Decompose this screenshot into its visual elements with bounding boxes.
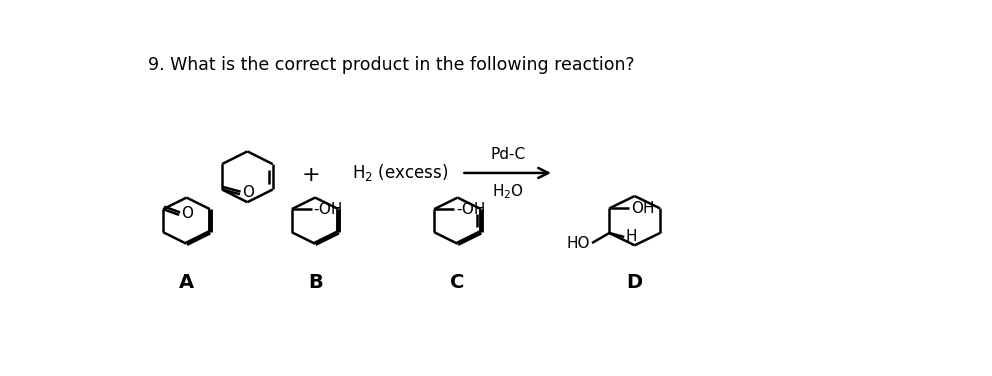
Text: H: H — [626, 229, 637, 244]
Text: -OH: -OH — [455, 202, 485, 217]
Text: +: + — [302, 165, 320, 185]
Text: 9. What is the correct product in the following reaction?: 9. What is the correct product in the fo… — [148, 56, 635, 74]
Text: D: D — [627, 273, 643, 292]
Text: HO: HO — [567, 235, 590, 250]
Text: Pd-C: Pd-C — [490, 147, 525, 162]
Text: A: A — [179, 273, 194, 292]
Text: H$_2$O: H$_2$O — [492, 182, 524, 201]
Text: B: B — [308, 273, 322, 292]
Text: O: O — [242, 185, 254, 200]
Text: C: C — [450, 273, 465, 292]
Text: H$_2$ (excess): H$_2$ (excess) — [352, 162, 448, 183]
Text: OH: OH — [631, 201, 655, 216]
Text: -OH: -OH — [313, 202, 342, 217]
Text: O: O — [182, 206, 193, 221]
